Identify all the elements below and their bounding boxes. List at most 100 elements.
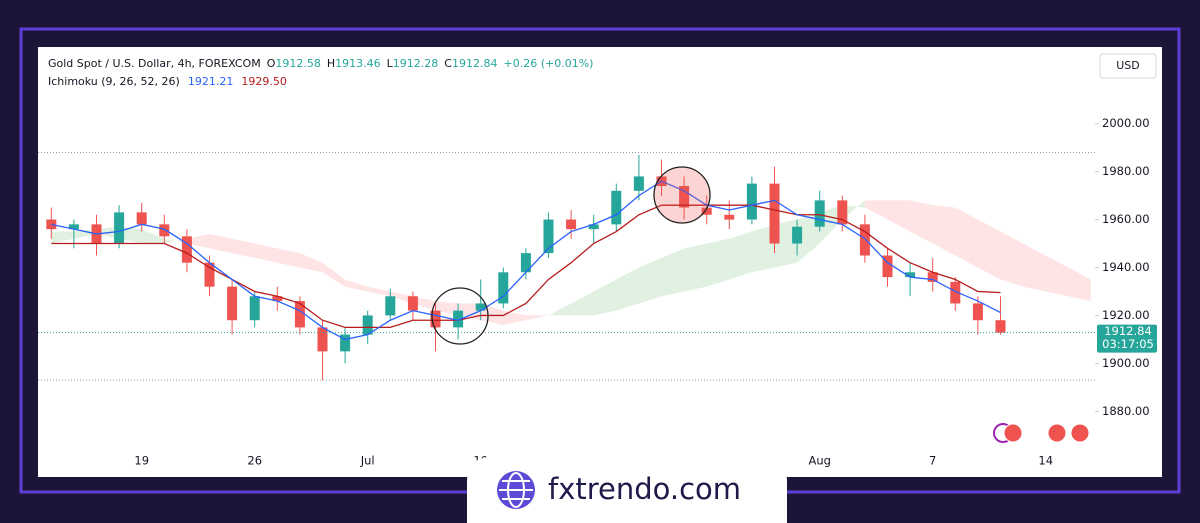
candle-body	[882, 255, 893, 278]
cloud-segment	[864, 200, 888, 220]
ohlc-key: O	[267, 57, 276, 70]
y-tick-label: 1940.00	[1102, 260, 1150, 274]
highlight-circle	[431, 287, 489, 345]
cloud-segment	[571, 291, 594, 316]
candle-body	[950, 281, 961, 304]
chart-header: Gold Spot / U.S. Dollar, 4h, FOREXCOM O19…	[48, 57, 593, 70]
cloud-segment	[345, 279, 368, 292]
candle-body	[227, 286, 238, 321]
currency-button[interactable]	[1099, 53, 1157, 79]
event-icon[interactable]	[1070, 423, 1090, 443]
cloud-segment	[209, 233, 233, 254]
cloud-segment	[119, 226, 142, 244]
x-tick-label: Aug	[808, 454, 830, 468]
price-badge	[1097, 324, 1157, 353]
cloud-segment	[932, 205, 956, 256]
base-value: 1929.50	[241, 75, 287, 88]
candle-body	[566, 219, 577, 230]
cloud-segment	[593, 279, 617, 316]
cloud-segment	[277, 248, 300, 268]
ohlc-key: L	[387, 57, 394, 70]
y-tick-label: 2000.00	[1102, 116, 1150, 130]
x-tick-label: Jul	[360, 454, 375, 468]
cloud-segment	[774, 219, 798, 268]
candle-body	[159, 224, 170, 237]
event-icons	[993, 423, 1090, 443]
candle-body	[68, 224, 79, 230]
ohlc-value: 1913.46	[335, 57, 381, 70]
indicator-label: Ichimoku (9, 26, 52, 26)	[48, 75, 180, 88]
cloud-segment	[684, 243, 707, 292]
candle-body	[905, 272, 916, 278]
candle-body	[272, 296, 283, 302]
cloud-segment	[480, 303, 504, 326]
cloud-segment	[1068, 267, 1091, 302]
cloud-segment	[141, 229, 165, 244]
ohlc-value: 1912.84	[452, 57, 498, 70]
x-tick-label: 19	[134, 454, 149, 468]
chart-title: Gold Spot / U.S. Dollar, 4h, FOREXCOM	[48, 57, 261, 70]
candle-body	[995, 320, 1006, 333]
cloud-segment	[322, 262, 346, 287]
candle-body	[294, 301, 305, 328]
cloud-segment	[1023, 243, 1046, 292]
candle-body	[407, 296, 418, 311]
cloud-segment	[51, 231, 74, 244]
cloud-segment	[412, 296, 436, 311]
candle-body	[453, 310, 464, 328]
candle-body	[340, 334, 351, 352]
cloud-segment	[254, 243, 278, 263]
x-tick-label: 26	[247, 454, 262, 468]
candle-body	[204, 262, 215, 287]
candle-body	[114, 212, 125, 244]
countdown: 03:17:05	[1102, 337, 1154, 351]
base-line	[51, 204, 1001, 329]
cloud-segment	[73, 229, 97, 239]
cloud-segment	[390, 291, 413, 304]
candle-body	[679, 186, 690, 208]
brand-globe	[497, 471, 535, 509]
candle-body	[588, 224, 599, 230]
cloud-segment	[525, 315, 549, 321]
event-icon[interactable]	[1047, 423, 1067, 443]
cloud-segment	[977, 219, 1001, 280]
ohlc-value: 1912.28	[393, 57, 439, 70]
candle-body	[498, 272, 509, 304]
candle-body	[181, 236, 192, 263]
cloud-segment	[1000, 231, 1024, 287]
cloud-segment	[910, 200, 933, 244]
cloud-segment	[887, 200, 911, 232]
currency[interactable]: USD	[1116, 59, 1140, 72]
candle-body	[792, 226, 803, 244]
candle-body	[859, 224, 870, 256]
event-icon[interactable]	[1003, 423, 1023, 443]
conversion-value: 1921.21	[188, 75, 234, 88]
candle-body	[724, 214, 735, 220]
cloud-segment	[186, 233, 210, 249]
highlight-circle	[653, 166, 711, 224]
candle-body	[611, 190, 622, 225]
y-tick-label: 1920.00	[1102, 308, 1150, 322]
cloud-segment	[367, 286, 391, 297]
ohlc-key: H	[327, 57, 335, 70]
candle-body	[543, 219, 554, 254]
x-tick-label: 14	[1038, 454, 1053, 468]
y-tick-label: 1960.00	[1102, 212, 1150, 226]
cloud-segment	[955, 207, 978, 268]
cloud-segment	[435, 301, 459, 316]
candle-body	[475, 303, 486, 311]
candle-body	[701, 207, 712, 215]
candle-body	[814, 200, 825, 227]
candle-body	[972, 303, 983, 321]
cloud-segment	[638, 257, 662, 304]
candle-body	[430, 310, 441, 328]
cloud-segment	[729, 231, 752, 280]
cloud-segment	[706, 238, 730, 287]
candle-body	[362, 315, 373, 335]
conversion-line	[51, 180, 1001, 341]
ohlc-value: 1912.58	[275, 57, 321, 70]
y-tick-label: 1980.00	[1102, 164, 1150, 178]
cloud-segment	[548, 303, 572, 316]
